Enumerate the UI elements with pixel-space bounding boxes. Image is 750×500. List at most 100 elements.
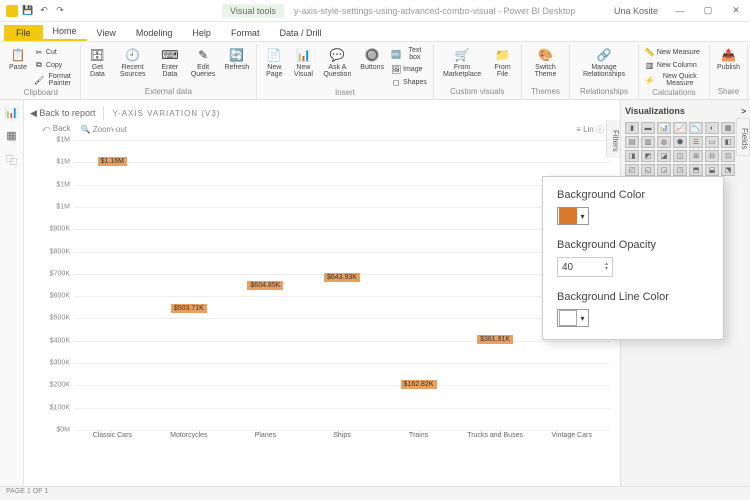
get-data-button[interactable]: 🗄Get Data — [85, 46, 111, 79]
group-calc: Calculations — [643, 88, 705, 98]
viz-type-icon[interactable]: ⬢ — [673, 136, 687, 148]
bg-opacity-input[interactable]: 40▴▾ — [557, 257, 613, 277]
image-button[interactable]: 🖼Image — [389, 63, 429, 75]
fields-tab[interactable]: Fields — [736, 118, 750, 156]
publish-button[interactable]: 📤Publish — [714, 46, 743, 72]
bar-value-tag: $1.16M — [98, 157, 127, 166]
viz-type-icon[interactable]: ◐ — [705, 122, 719, 134]
viz-type-icon[interactable]: ▥ — [641, 136, 655, 148]
viz-type-icon[interactable]: ▬ — [641, 122, 655, 134]
back-button[interactable]: ⤺ Back — [42, 124, 71, 134]
viz-type-icon[interactable]: ▤ — [625, 136, 639, 148]
viz-type-icon[interactable]: ◩ — [641, 150, 655, 162]
viz-type-icon[interactable]: ◪ — [657, 150, 671, 162]
format-painter-button[interactable]: 🖌Format Painter — [32, 72, 76, 88]
cut-button[interactable]: ✂Cut — [32, 46, 76, 58]
copy-button[interactable]: ⧉Copy — [32, 59, 76, 71]
group-share: Share — [714, 87, 743, 97]
bar-column[interactable]: $162.82K — [391, 394, 447, 430]
viz-type-icon[interactable]: ◰ — [625, 164, 639, 176]
viz-type-icon[interactable]: 📈 — [673, 122, 687, 134]
new-quick-measure-button[interactable]: ⚡New Quick Measure — [643, 72, 705, 88]
zoom-out-button[interactable]: 🔍 Zoom-out — [81, 125, 127, 134]
viz-type-icon[interactable]: ☰ — [689, 136, 703, 148]
viz-type-icon[interactable]: ◨ — [625, 150, 639, 162]
new-measure-button[interactable]: 📏New Measure — [643, 46, 705, 58]
close-icon[interactable]: ✕ — [722, 0, 750, 22]
viz-type-icon[interactable]: ⊟ — [705, 150, 719, 162]
bg-color-picker[interactable]: ▾ — [557, 207, 589, 225]
bar-column[interactable]: $604.85K — [237, 295, 293, 430]
viz-type-grid[interactable]: ▮▬📊📈📉◐▦ ▤▥◍⬢☰▭◧ ◨◩◪◫⊞⊟⊡ ◰◱◲◳⬒⬓⬔ — [625, 118, 746, 180]
model-view-icon[interactable]: ⿻ — [6, 152, 17, 168]
manage-relationships-button[interactable]: 🔗Manage Relationships — [574, 46, 633, 79]
new-visual-button[interactable]: 📊New Visual — [289, 46, 317, 79]
x-axis-label: Classic Cars — [84, 430, 140, 450]
bar-column[interactable]: $503.71K — [161, 318, 217, 430]
ask-question-button[interactable]: 💬Ask A Question — [319, 46, 355, 79]
title-bar: 💾 ↶ ↷ Visual tools y-axis-style-settings… — [0, 0, 750, 22]
ribbon-tabs: File Home View Modeling Help Format Data… — [0, 22, 750, 42]
tab-format[interactable]: Format — [221, 25, 270, 41]
lin-toggle[interactable]: ≡ Lin ⓘ — [576, 124, 604, 135]
viz-type-icon[interactable]: ⬓ — [705, 164, 719, 176]
viz-type-icon[interactable]: ◧ — [721, 136, 735, 148]
back-to-report-button[interactable]: ◀ Back to report — [30, 108, 95, 119]
ribbon: 📋Paste ✂Cut ⧉Copy 🖌Format Painter Clipbo… — [0, 42, 750, 100]
viz-type-icon[interactable]: 📉 — [689, 122, 703, 134]
window-title: y-axis-style-settings-using-advanced-com… — [294, 6, 576, 16]
user-name[interactable]: Una Kosite — [606, 0, 666, 22]
tab-view[interactable]: View — [87, 25, 126, 41]
from-marketplace-button[interactable]: 🛒From Marketplace — [438, 46, 487, 79]
viz-type-icon[interactable]: ⊞ — [689, 150, 703, 162]
viz-type-icon[interactable]: ◫ — [673, 150, 687, 162]
filters-tab[interactable]: Filters — [606, 120, 620, 158]
redo-icon[interactable]: ↷ — [54, 5, 66, 17]
undo-icon[interactable]: ↶ — [38, 5, 50, 17]
recent-sources-button[interactable]: 🕘Recent Sources — [112, 46, 153, 79]
refresh-button[interactable]: 🔄Refresh — [222, 46, 253, 72]
bg-line-color-picker[interactable]: ▾ — [557, 309, 589, 327]
new-column-button[interactable]: ▥New Column — [643, 59, 705, 71]
y-axis-label: $0M — [34, 427, 70, 434]
tab-help[interactable]: Help — [182, 25, 221, 41]
data-view-icon[interactable]: ▦ — [6, 129, 16, 142]
viz-type-icon[interactable]: ⊡ — [721, 150, 735, 162]
visual-tools-tab[interactable]: Visual tools — [222, 4, 284, 18]
from-file-button[interactable]: 📁From File — [488, 46, 516, 79]
viz-type-icon[interactable]: ▦ — [721, 122, 735, 134]
bg-opacity-label: Background Opacity — [557, 239, 709, 251]
bar-column[interactable]: $361.91K — [467, 349, 523, 430]
viz-type-icon[interactable]: 📊 — [657, 122, 671, 134]
viz-type-icon[interactable]: ⬔ — [721, 164, 735, 176]
tab-datadrill[interactable]: Data / Drill — [269, 25, 331, 41]
bar-column[interactable]: $643.93K — [314, 287, 370, 430]
textbox-button[interactable]: 🔤Text box — [389, 46, 429, 62]
maximize-icon[interactable]: ▢ — [694, 0, 722, 22]
tab-home[interactable]: Home — [43, 23, 87, 41]
bar-column[interactable]: $1.16M — [84, 171, 140, 430]
tab-modeling[interactable]: Modeling — [126, 25, 183, 41]
viz-type-icon[interactable]: ◲ — [657, 164, 671, 176]
tab-file[interactable]: File — [4, 25, 43, 41]
buttons-button[interactable]: 🔘Buttons — [357, 46, 387, 72]
save-icon[interactable]: 💾 — [22, 5, 34, 17]
edit-queries-button[interactable]: ✎Edit Queries — [187, 46, 220, 79]
viz-type-icon[interactable]: ◱ — [641, 164, 655, 176]
bar-chart[interactable]: $1M$1M$1M$1M$900K$800K$700K$600K$500K$40… — [34, 140, 610, 450]
paste-button[interactable]: 📋Paste — [6, 46, 30, 72]
new-page-button[interactable]: 📄New Page — [261, 46, 287, 79]
viz-type-icon[interactable]: ▮ — [625, 122, 639, 134]
enter-data-button[interactable]: ⌨Enter Data — [155, 46, 184, 79]
bar-value-tag: $643.93K — [324, 273, 360, 282]
viz-type-icon[interactable]: ▭ — [705, 136, 719, 148]
switch-theme-button[interactable]: 🎨Switch Theme — [526, 46, 566, 79]
viz-type-icon[interactable]: ◳ — [673, 164, 687, 176]
viz-type-icon[interactable]: ◍ — [657, 136, 671, 148]
viz-pane-header[interactable]: Visualizations> — [625, 104, 746, 118]
y-axis-label: $1M — [34, 159, 70, 166]
report-view-icon[interactable]: 📊 — [5, 106, 19, 119]
viz-type-icon[interactable]: ⬒ — [689, 164, 703, 176]
minimize-icon[interactable]: — — [666, 0, 694, 22]
shapes-button[interactable]: ◻Shapes — [389, 76, 429, 88]
